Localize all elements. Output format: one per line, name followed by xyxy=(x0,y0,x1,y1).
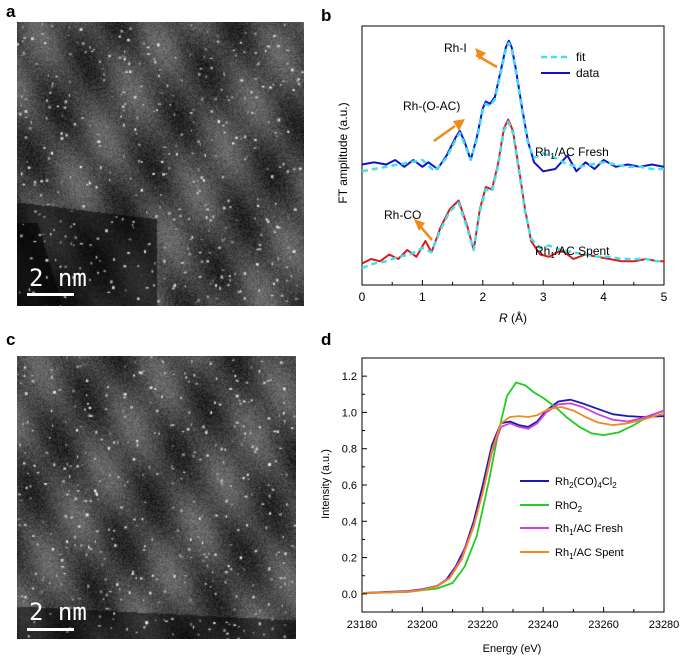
scale-bar-c xyxy=(27,628,74,631)
x-tick-label-d: 23260 xyxy=(588,619,619,631)
legend-data-label: data xyxy=(576,66,600,80)
annotation-rh-o-ac: Rh-(O-AC) xyxy=(403,99,460,113)
arrow-rh-co-head xyxy=(414,219,425,231)
arrow-rh-o-ac-head xyxy=(453,119,465,131)
panel-d-label: d xyxy=(321,330,332,349)
scale-bar-a xyxy=(27,293,74,296)
label-spent: Rh1/AC Spent xyxy=(535,244,610,260)
plot-frame xyxy=(361,25,665,286)
arrow-rh-i-head xyxy=(475,48,486,60)
y-tick-label-d: 0.4 xyxy=(342,516,357,528)
y-tick-label-d: 1.2 xyxy=(342,371,357,383)
xanes-series-3 xyxy=(361,406,665,594)
x-tick-label-d: 23200 xyxy=(407,619,438,631)
legend-label-d: Rh1/AC Fresh xyxy=(555,523,623,537)
series-line-0 xyxy=(361,39,665,173)
y-tick-label-d: 1.0 xyxy=(342,407,357,419)
y-axis-label-d: Intensity (a.u.) xyxy=(320,449,332,519)
legend-label-d: Rh1/AC Spent xyxy=(555,547,624,561)
x-tick-label: 4 xyxy=(600,290,607,304)
panel-b-label: b xyxy=(321,6,332,25)
series-line-3 xyxy=(361,120,664,270)
stem-image-a: 2 nm xyxy=(17,22,304,306)
panel-c-label: c xyxy=(6,330,16,349)
arrow-rh-co xyxy=(419,225,433,241)
xanes-series-2 xyxy=(361,402,665,595)
scale-bar-label-a: 2 nm xyxy=(29,264,87,292)
scale-bar-label-c: 2 nm xyxy=(29,598,87,626)
x-tick-label: 0 xyxy=(359,290,366,304)
x-axis-label-d: Energy (eV) xyxy=(483,643,542,655)
x-axis-label: R (Å) xyxy=(499,310,527,325)
series-line-2 xyxy=(361,118,664,265)
legend-label-d: RhO2 xyxy=(555,500,583,514)
legend-fit-label: fit xyxy=(576,50,586,64)
annotation-rh-co: Rh-CO xyxy=(384,208,421,222)
x-tick-label-d: 23220 xyxy=(468,619,499,631)
y-tick-label-d: 0.0 xyxy=(342,589,357,601)
x-tick-label-d: 23240 xyxy=(528,619,559,631)
arrow-rh-i xyxy=(475,53,498,69)
y-axis-label: FT amplitude (a.u.) xyxy=(336,102,350,203)
y-tick-label-d: 0.2 xyxy=(342,553,357,565)
y-tick-label-d: 0.6 xyxy=(342,480,357,492)
x-tick-label: 3 xyxy=(540,290,547,304)
x-tick-label: 2 xyxy=(479,290,486,304)
arrow-rh-o-ac xyxy=(433,124,456,143)
xanes-series-1 xyxy=(361,381,665,594)
x-tick-label: 1 xyxy=(419,290,426,304)
x-tick-label-d: 23280 xyxy=(649,619,680,631)
x-tick-label: 5 xyxy=(661,290,668,304)
series-line-1 xyxy=(361,41,664,173)
stem-image-c: 2 nm xyxy=(17,356,296,639)
x-tick-label-d: 23180 xyxy=(347,619,378,631)
annotation-rh-i: Rh-I xyxy=(444,41,467,55)
label-fresh: Rh1/AC Fresh xyxy=(535,145,609,161)
plot-frame-d xyxy=(361,357,665,613)
y-tick-label-d: 0.8 xyxy=(342,444,357,456)
xanes-series-0 xyxy=(361,398,665,594)
panel-a-label: a xyxy=(6,2,16,21)
legend-label-d: Rh2(CO)4Cl2 xyxy=(555,476,617,490)
